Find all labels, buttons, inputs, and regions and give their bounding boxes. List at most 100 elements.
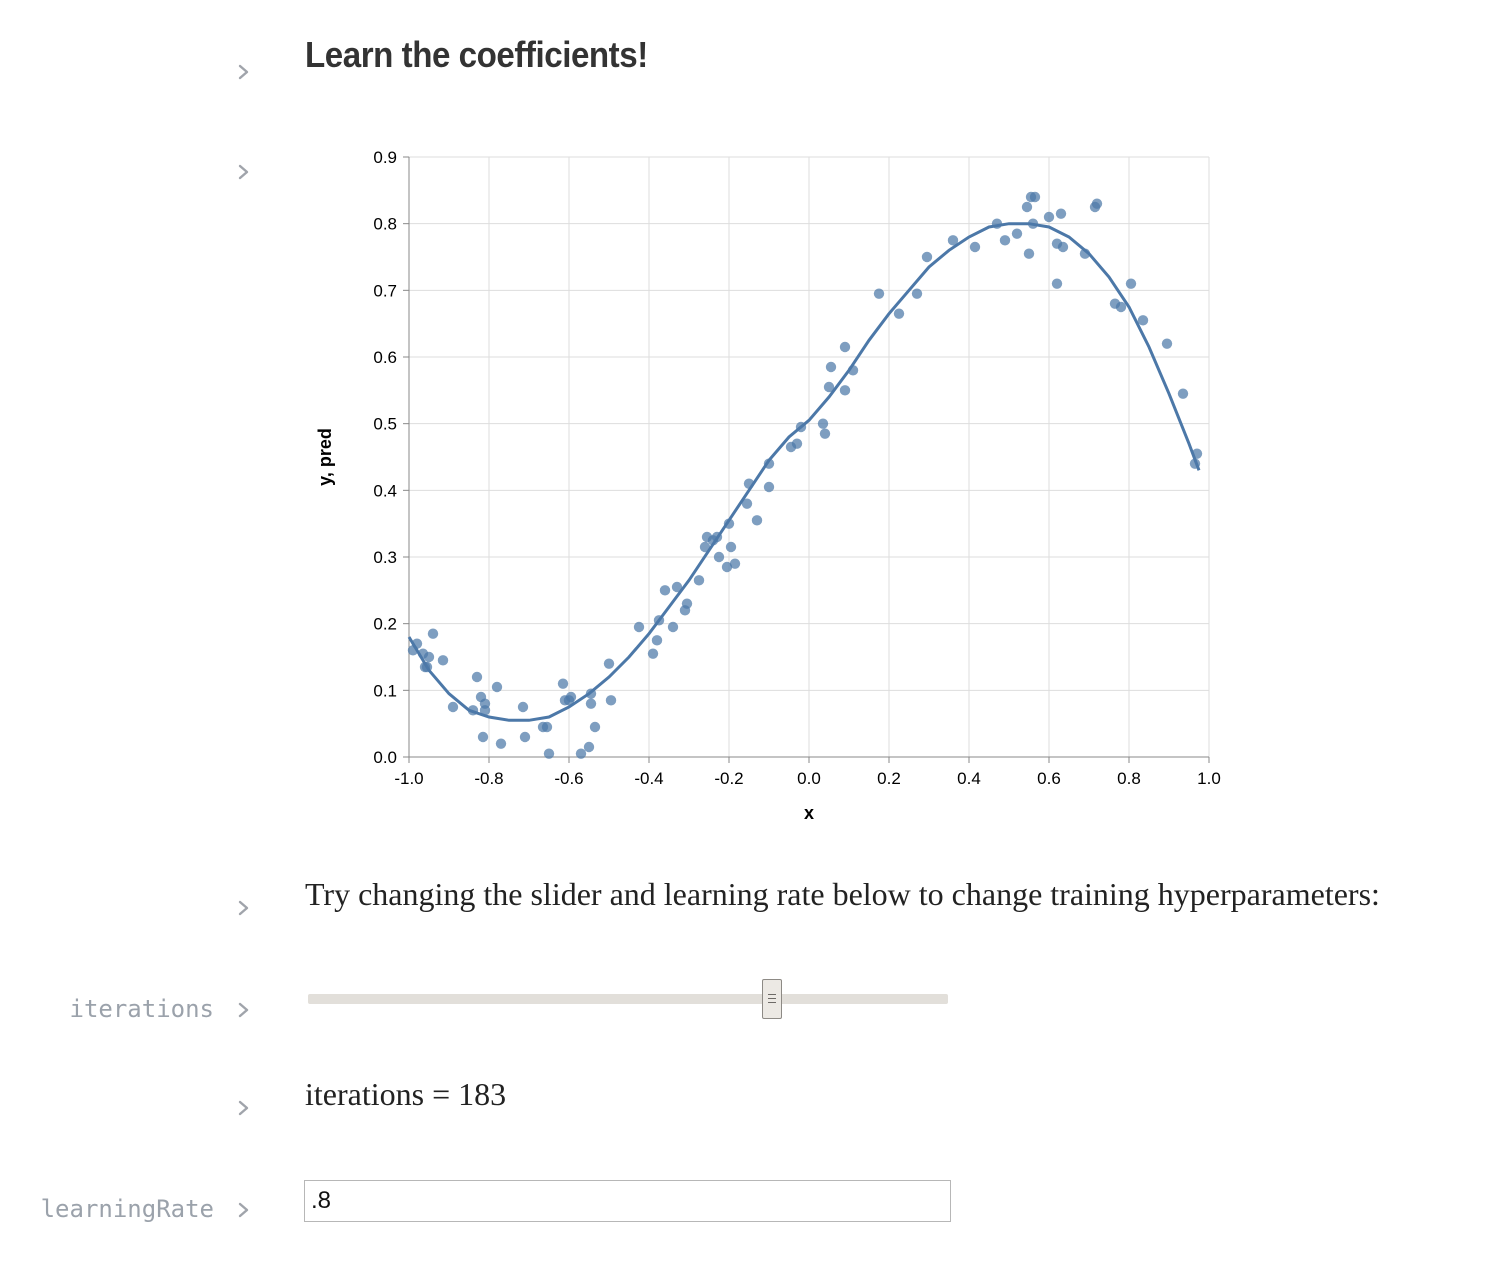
data-point — [495, 738, 507, 749]
data-point — [817, 418, 829, 429]
y-tick-label: 0.9 — [373, 148, 397, 167]
data-points — [407, 191, 1203, 759]
data-point — [427, 628, 439, 639]
y-tick-label: 0.5 — [373, 415, 397, 434]
iterations-output-text: iterations = 183 — [305, 1076, 507, 1112]
data-point — [479, 705, 491, 716]
data-point — [839, 385, 851, 396]
data-point — [583, 741, 595, 753]
data-point — [681, 598, 693, 609]
data-point — [999, 235, 1011, 246]
instructions-text: Try changing the slider and learning rat… — [305, 876, 1380, 912]
data-point — [725, 541, 737, 553]
learning-rate-input[interactable]: .8 — [304, 1180, 951, 1222]
data-point — [491, 681, 503, 693]
data-point — [633, 621, 645, 633]
data-point — [1011, 228, 1023, 239]
data-point — [1029, 191, 1041, 203]
prediction-line — [407, 222, 1201, 722]
page-title: Learn the coefficients! — [305, 34, 648, 75]
data-point — [825, 361, 837, 373]
y-axis-title: y, pred — [315, 428, 335, 486]
y-tick-label: 0.8 — [373, 215, 397, 234]
data-point — [437, 655, 449, 666]
data-point — [667, 621, 679, 633]
x-tick-label: 0.8 — [1117, 769, 1141, 788]
grip-line — [767, 998, 776, 999]
prediction-curve — [407, 222, 1201, 722]
scatter-chart: -1.0 -0.8 -0.6 -0.4 -0.2 0.0 0.2 0.4 0.6 0.8 1.0 0.… — [315, 148, 1221, 823]
data-point — [693, 575, 705, 586]
data-point — [603, 658, 615, 669]
data-point — [589, 721, 601, 733]
y-tick-label: 0.7 — [373, 281, 397, 300]
data-point — [1023, 248, 1035, 259]
y-tick-label: 0.3 — [373, 548, 397, 567]
data-point — [729, 558, 741, 569]
data-point — [741, 498, 753, 509]
x-tick-label: -0.8 — [474, 769, 503, 788]
chevron-right-icon[interactable] — [236, 60, 252, 84]
data-point — [839, 341, 851, 353]
data-point — [873, 288, 885, 299]
chart-grid — [408, 156, 1210, 758]
data-point — [893, 308, 905, 319]
data-point — [519, 731, 531, 743]
data-point — [1057, 241, 1069, 253]
data-point — [557, 678, 569, 689]
iterations-slider-thumb[interactable] — [761, 979, 782, 1019]
y-tick-label: 0.0 — [373, 748, 397, 767]
data-point — [659, 585, 671, 596]
data-point — [751, 515, 763, 526]
x-tick-label: -0.6 — [554, 769, 583, 788]
grip-line — [767, 994, 776, 995]
data-point — [911, 288, 923, 299]
data-point — [1055, 208, 1067, 219]
data-point — [763, 481, 775, 493]
data-point — [947, 235, 959, 246]
data-point — [1091, 198, 1103, 209]
data-point — [471, 671, 483, 683]
data-point — [721, 561, 733, 573]
chevron-right-icon[interactable] — [236, 998, 252, 1022]
y-tick-label: 0.4 — [373, 481, 397, 500]
data-point — [819, 428, 831, 439]
x-tick-label: 0.2 — [877, 769, 901, 788]
data-point — [1177, 388, 1189, 399]
chevron-right-icon[interactable] — [236, 1198, 252, 1222]
chevron-right-icon[interactable] — [236, 1096, 252, 1120]
data-point — [585, 698, 597, 709]
data-point — [921, 251, 933, 263]
x-tick-label: 1.0 — [1197, 769, 1221, 788]
chevron-right-icon[interactable] — [236, 896, 252, 920]
data-point — [1125, 278, 1137, 289]
data-point — [565, 691, 577, 703]
data-point — [1043, 211, 1055, 223]
x-axis-title: x — [804, 803, 814, 823]
chevron-right-icon[interactable] — [236, 160, 252, 184]
data-point — [543, 748, 555, 759]
data-point — [713, 551, 725, 563]
y-tick-label: 0.6 — [373, 348, 397, 367]
x-tick-label: -0.4 — [634, 769, 663, 788]
data-point — [1021, 201, 1033, 213]
data-point — [541, 721, 553, 733]
x-tick-label: -1.0 — [394, 769, 423, 788]
data-point — [517, 701, 529, 713]
data-point — [791, 438, 803, 449]
x-tick-label: 0.4 — [957, 769, 981, 788]
y-tick-label: 0.1 — [373, 681, 397, 700]
variable-label-iterations: iterations — [69, 995, 215, 1023]
data-point — [605, 695, 617, 706]
axis-titles: x y, pred — [315, 428, 814, 823]
iterations-slider-track[interactable] — [308, 994, 948, 1004]
data-point — [477, 731, 489, 743]
data-point — [423, 651, 435, 663]
data-point — [1137, 315, 1149, 326]
data-point — [651, 635, 663, 646]
data-point — [823, 381, 835, 393]
grip-line — [767, 1002, 776, 1003]
data-point — [447, 701, 459, 713]
data-point — [575, 748, 587, 759]
variable-label-learning-rate: learningRate — [40, 1195, 214, 1223]
